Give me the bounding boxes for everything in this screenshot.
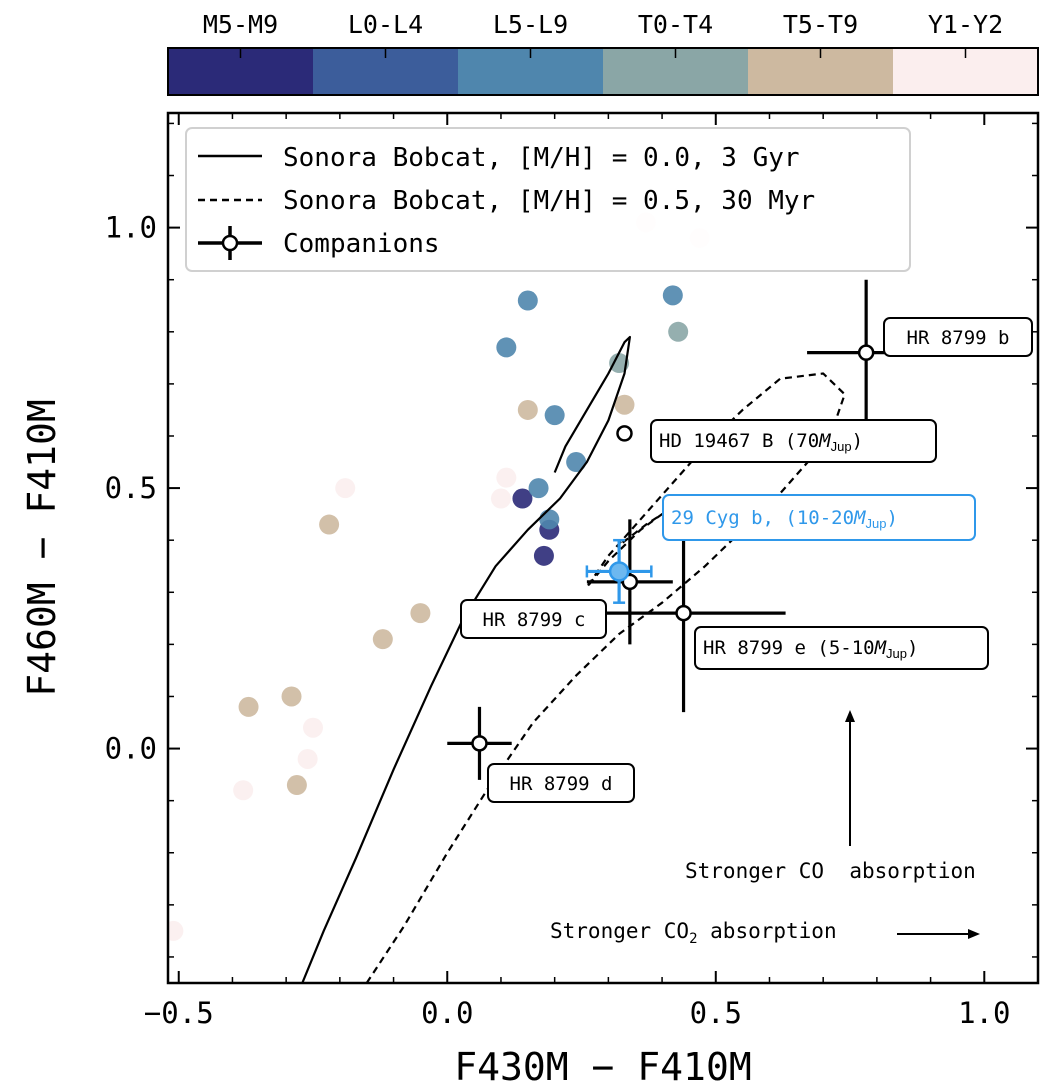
- companion-marker: [675, 604, 692, 622]
- legend-companion-swatch-marker: [221, 234, 239, 252]
- field-dwarf-point: [539, 509, 560, 530]
- field-dwarf-point: [233, 780, 254, 801]
- colorbar-frame: [167, 47, 1039, 96]
- field-dwarf-point: [668, 321, 689, 342]
- field-dwarf-point: [168, 920, 184, 941]
- annotation-arrows: [845, 710, 980, 939]
- label-hr8799e-text: HR 8799 e (5-10MJup): [703, 637, 918, 661]
- y-axis-label: F460M − F410M: [20, 399, 64, 696]
- label-hr8799c: HR 8799 c: [460, 599, 607, 639]
- x-tick-label: 0.0: [421, 996, 473, 1030]
- field-dwarf-point: [533, 545, 554, 566]
- x-tick-label: 0.5: [690, 996, 742, 1030]
- colorbar-label: Y1-Y2: [928, 10, 1003, 39]
- field-dwarf-point: [517, 399, 538, 420]
- field-dwarf-point: [372, 629, 393, 650]
- legend: Sonora Bobcat, [M/H] = 0.0, 3 Gyr Sonora…: [185, 127, 911, 272]
- companion-marker: [857, 344, 875, 361]
- legend-box: [185, 127, 911, 272]
- legend-label-solid: Sonora Bobcat, [M/H] = 0.0, 3 Gyr: [283, 143, 800, 173]
- field-dwarf-point: [609, 353, 630, 374]
- field-dwarf-point: [566, 452, 587, 473]
- label-hd19467b-text: HD 19467 B (70MJup): [659, 430, 863, 454]
- field-dwarf-point: [490, 488, 511, 509]
- axis-ticks: [168, 113, 1039, 983]
- y-tick-label: 1.0: [105, 211, 157, 245]
- companion-points: [447, 279, 926, 780]
- field-dwarf-point: [319, 514, 340, 535]
- legend-label-companions: Companions: [283, 229, 440, 259]
- label-hr8799c-text: HR 8799 c: [483, 609, 586, 631]
- label-29cygb-text: 29 Cyg b, (10-20MJup): [671, 507, 898, 531]
- colorbar-label: M5-M9: [203, 10, 278, 39]
- companion-marker: [616, 425, 633, 442]
- x-axis-label: F430M − F410M: [454, 1045, 751, 1089]
- label-hr8799d-text: HR 8799 d: [510, 773, 613, 795]
- companion-marker: [471, 735, 488, 752]
- field-dwarf-point: [517, 290, 538, 311]
- y-tick-label: 0.5: [105, 471, 157, 505]
- co-absorption-note: Stronger CO absorption: [685, 859, 976, 883]
- colorbar-label: L5-L9: [493, 10, 568, 39]
- field-dwarf-point: [297, 748, 318, 769]
- field-dwarf-point: [614, 394, 635, 415]
- field-dwarf-point: [286, 775, 307, 796]
- label-hd19467b: HD 19467 B (70MJup): [650, 419, 937, 463]
- label-hr8799e: HR 8799 e (5-10MJup): [694, 626, 989, 670]
- field-dwarf-point: [528, 478, 549, 499]
- label-hr8799d: HR 8799 d: [487, 763, 635, 803]
- legend-label-dashed: Sonora Bobcat, [M/H] = 0.5, 30 Myr: [283, 186, 815, 216]
- model-track-solid: [301, 335, 631, 983]
- x-tick-label: 1.0: [958, 996, 1010, 1030]
- field-dwarf-point: [512, 488, 533, 509]
- field-dwarf-point: [496, 467, 517, 488]
- companion-labels: HR 8799 b HR 8799 c HR 8799 d HR 8799 e …: [460, 317, 1033, 803]
- colorbar-label: T0-T4: [638, 10, 713, 39]
- model-track-dashed: [365, 372, 846, 983]
- field-dwarf-point: [303, 717, 323, 738]
- label-hr8799b: HR 8799 b: [883, 317, 1033, 357]
- model-tracks: [301, 335, 846, 983]
- y-tick-label: 0.0: [105, 732, 157, 766]
- axis-tick-labels: −0.5 0.0 0.5 1.0 0.0 0.5 1.0: [105, 211, 1011, 1030]
- companion-marker: [608, 561, 630, 582]
- field-dwarf-point: [335, 478, 356, 499]
- colorbar-label: L0-L4: [348, 10, 423, 39]
- colorbar: M5-M9 L0-L4 L5-L9 T0-T4 T5-T9 Y1-Y2: [167, 10, 1039, 96]
- field-dwarf-point: [238, 696, 259, 717]
- x-tick-label: −0.5: [144, 996, 214, 1030]
- co2-absorption-note: Stronger CO2 absorption: [550, 919, 837, 947]
- label-hr8799b-text: HR 8799 b: [907, 327, 1010, 349]
- field-dwarf-point: [544, 405, 565, 426]
- field-dwarf-point: [662, 285, 683, 306]
- field-dwarf-point: [410, 603, 431, 624]
- co-arrow-head: [845, 710, 855, 722]
- label-29cygb: 29 Cyg b, (10-20MJup): [662, 494, 976, 541]
- axes-frame: [166, 111, 1040, 985]
- co2-arrow-head: [968, 929, 980, 939]
- colorbar-label: T5-T9: [783, 10, 858, 39]
- field-dwarf-point: [281, 686, 302, 707]
- field-dwarf-point: [496, 337, 517, 358]
